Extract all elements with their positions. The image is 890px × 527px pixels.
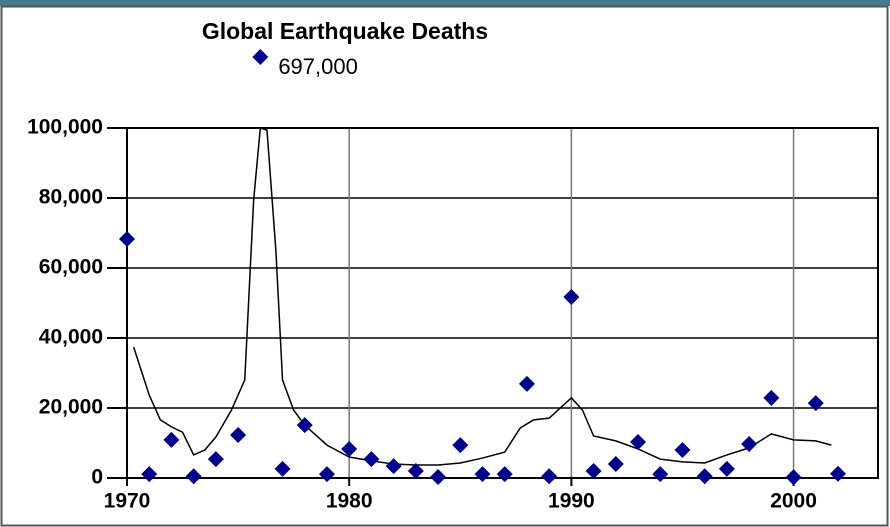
point bbox=[474, 466, 491, 483]
point bbox=[563, 289, 580, 306]
point bbox=[318, 466, 335, 483]
point bbox=[763, 389, 780, 406]
point bbox=[518, 375, 535, 392]
x-tick-label: 1980 bbox=[326, 490, 373, 513]
point bbox=[407, 463, 424, 479]
offscale-label: 697,000 bbox=[278, 54, 358, 79]
chart-title: Global Earthquake Deaths bbox=[202, 18, 488, 44]
y-tick-label: 20,000 bbox=[39, 396, 103, 419]
point bbox=[741, 436, 758, 453]
point bbox=[230, 426, 247, 443]
point bbox=[830, 465, 847, 482]
point bbox=[341, 440, 358, 457]
point bbox=[718, 460, 735, 477]
point bbox=[496, 466, 513, 483]
point bbox=[541, 468, 558, 485]
point bbox=[274, 460, 291, 477]
y-tick-label: 100,000 bbox=[27, 116, 103, 139]
point bbox=[630, 433, 647, 450]
frame bbox=[0, 5, 889, 527]
point bbox=[652, 466, 669, 483]
y-tick-label: 40,000 bbox=[39, 326, 103, 349]
window-strip bbox=[0, 0, 890, 6]
point bbox=[696, 468, 713, 485]
point bbox=[296, 417, 313, 434]
y-tick-label: 0 bbox=[91, 466, 103, 489]
point bbox=[430, 468, 447, 485]
point bbox=[785, 469, 802, 486]
y-tick-label: 80,000 bbox=[39, 186, 103, 209]
point bbox=[452, 437, 469, 454]
y-tick-label: 60,000 bbox=[39, 256, 103, 279]
point bbox=[185, 468, 202, 485]
point bbox=[119, 230, 135, 247]
x-tick-label: 1990 bbox=[548, 490, 595, 513]
x-tick-label: 2000 bbox=[770, 490, 817, 513]
point bbox=[141, 466, 158, 483]
point bbox=[363, 451, 380, 468]
offscale-point bbox=[252, 49, 269, 65]
point bbox=[207, 451, 224, 468]
point bbox=[607, 456, 624, 472]
point bbox=[385, 458, 402, 475]
point bbox=[585, 463, 602, 479]
x-tick-label: 1970 bbox=[104, 490, 151, 513]
point bbox=[807, 395, 824, 412]
point bbox=[674, 442, 691, 458]
point bbox=[163, 431, 180, 448]
